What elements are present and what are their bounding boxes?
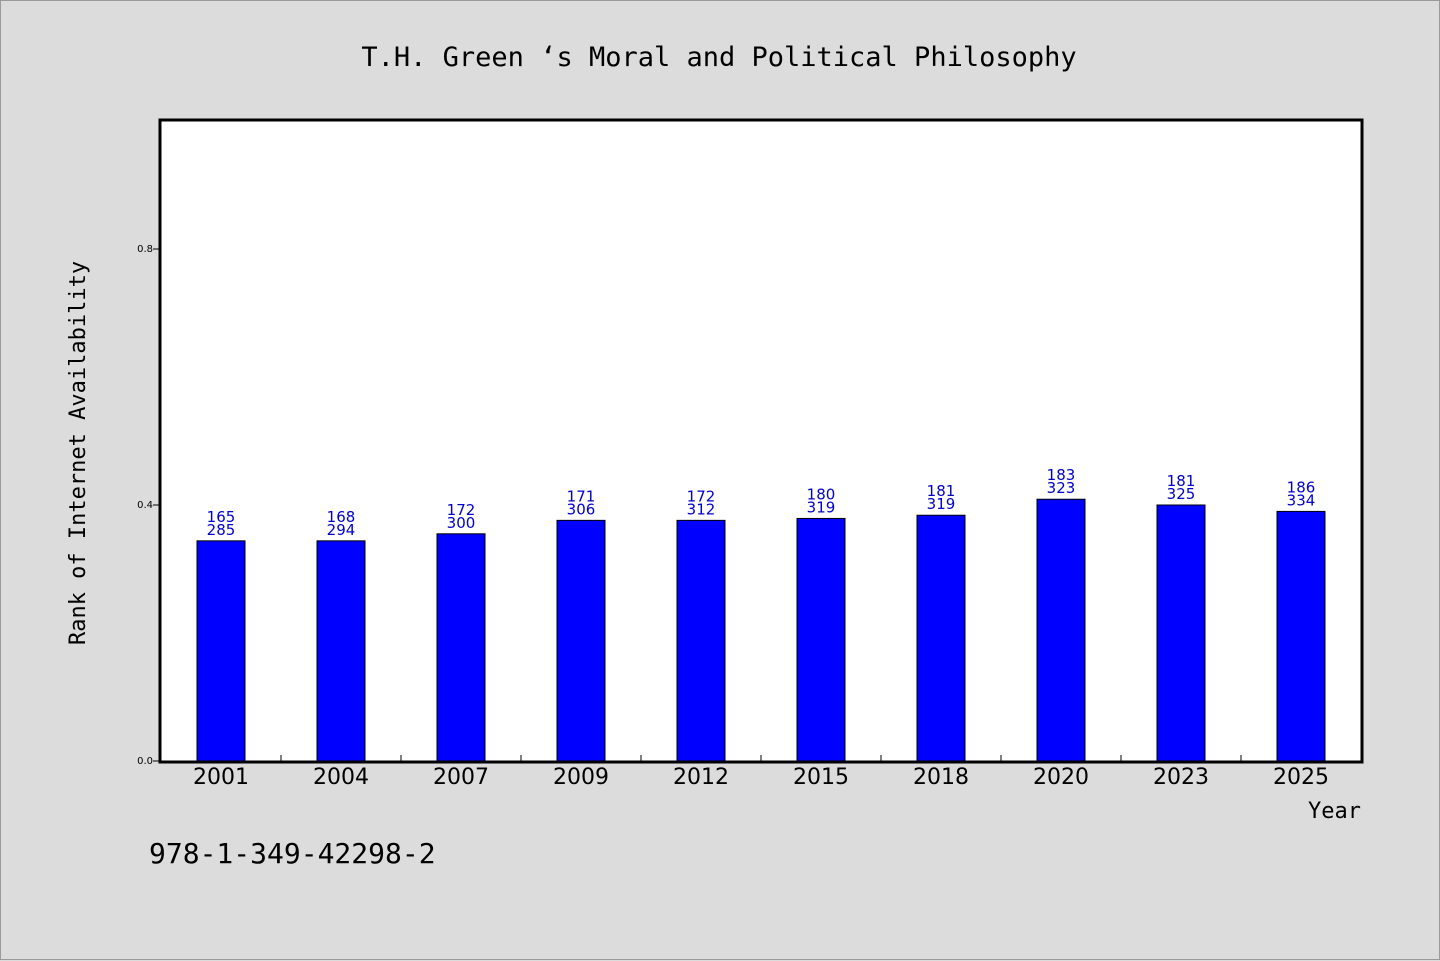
chart-title: T.H. Green ‘s Moral and Political Philos… bbox=[361, 42, 1076, 73]
bar-label-top: 168 bbox=[327, 508, 356, 526]
y-tick-label: 0.8 bbox=[137, 244, 153, 255]
x-axis-label: Year bbox=[1308, 799, 1361, 824]
bar-label-top: 171 bbox=[567, 487, 596, 505]
x-tick-label: 2018 bbox=[913, 765, 969, 790]
y-tick-label: 0.0 bbox=[137, 756, 153, 767]
isbn-text: 978-1-349-42298-2 bbox=[149, 837, 436, 870]
bar-label-top: 181 bbox=[927, 482, 956, 500]
bar-label-bottom: 312 bbox=[687, 500, 716, 518]
bar bbox=[1036, 498, 1086, 762]
bar-label-bottom: 319 bbox=[807, 498, 836, 516]
bar-labels-group: 1652851682941723001713061723121803191813… bbox=[207, 466, 1316, 539]
x-tick-label: 2023 bbox=[1153, 765, 1209, 790]
bar-label-top: 186 bbox=[1287, 478, 1316, 496]
bar-label-top: 172 bbox=[687, 487, 716, 505]
x-tick-label: 2020 bbox=[1033, 765, 1089, 790]
y-tick-label: 0.4 bbox=[137, 500, 153, 511]
x-tick-label: 2004 bbox=[313, 765, 369, 790]
bar bbox=[436, 533, 486, 762]
x-tick-label: 2015 bbox=[793, 765, 849, 790]
bar-label-bottom: 325 bbox=[1167, 485, 1196, 503]
bar bbox=[196, 540, 246, 762]
x-axis-ticks: 2001 2004 2007 2009 2012 2015 2018 2020 2023 2025 bbox=[193, 755, 1329, 790]
y-axis-label: Rank of Internet Availability bbox=[66, 261, 91, 645]
x-tick-label: 2009 bbox=[553, 765, 609, 790]
bar bbox=[676, 519, 726, 762]
bar-label-bottom: 306 bbox=[567, 500, 596, 518]
bar-label-bottom: 323 bbox=[1047, 479, 1076, 497]
y-axis-ticks: 0.0 0.4 0.8 bbox=[137, 244, 161, 767]
x-tick-label: 2001 bbox=[193, 765, 249, 790]
bar-label-bottom: 334 bbox=[1287, 491, 1316, 509]
bar-label-top: 183 bbox=[1047, 466, 1076, 484]
bar-label-top: 180 bbox=[807, 485, 836, 503]
x-tick-label: 2025 bbox=[1273, 765, 1329, 790]
bar-label-top: 165 bbox=[207, 508, 236, 526]
bar-label-top: 181 bbox=[1167, 472, 1196, 490]
bar-label-bottom: 285 bbox=[207, 521, 236, 539]
x-tick-label: 2012 bbox=[673, 765, 729, 790]
bar bbox=[796, 517, 846, 762]
bar-label-top: 172 bbox=[447, 501, 476, 519]
bar-label-bottom: 300 bbox=[447, 514, 476, 532]
bar-label-bottom: 319 bbox=[927, 495, 956, 513]
bar bbox=[316, 540, 366, 762]
bar bbox=[916, 514, 966, 762]
bar bbox=[1156, 504, 1206, 762]
bar-label-bottom: 294 bbox=[327, 521, 356, 539]
bar bbox=[556, 519, 606, 762]
bars-group bbox=[196, 498, 1326, 762]
x-tick-label: 2007 bbox=[433, 765, 489, 790]
bar bbox=[1276, 510, 1326, 762]
